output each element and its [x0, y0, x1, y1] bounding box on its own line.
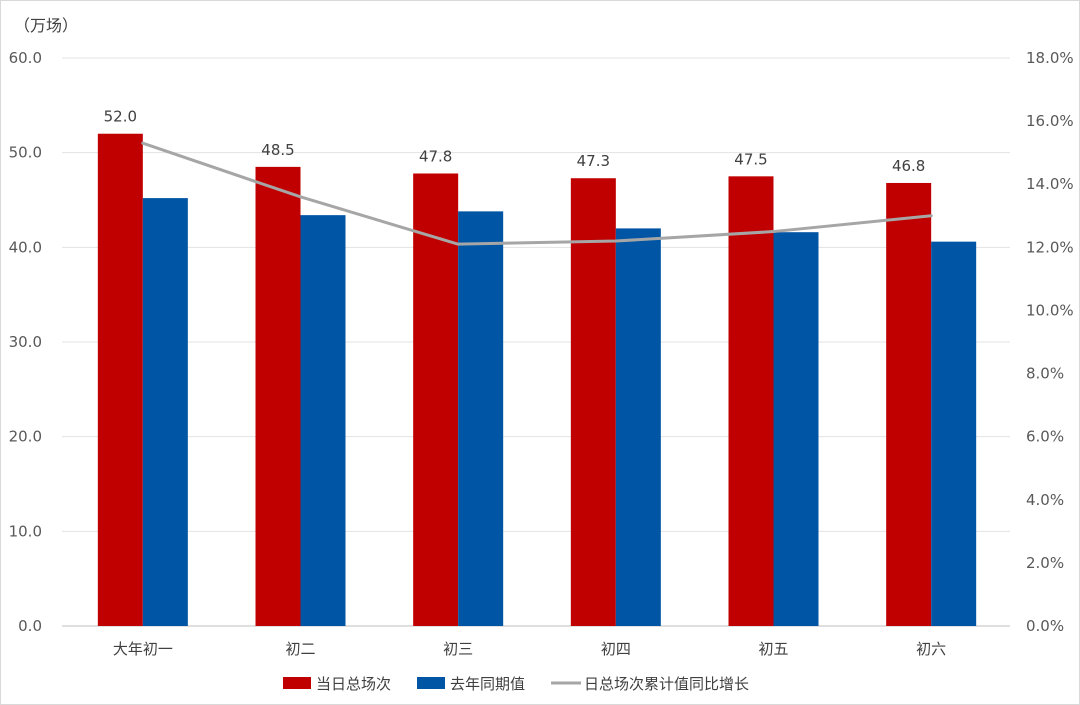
category-label: 大年初一: [113, 640, 173, 658]
bar-data-label: 47.3: [577, 152, 610, 170]
category-label: 初四: [601, 640, 631, 658]
growth-line: [141, 141, 933, 246]
growth-point: [772, 230, 775, 234]
left-tick-label: 20.0: [9, 428, 42, 446]
right-tick-label: 4.0%: [1026, 491, 1064, 509]
bar-current: [413, 173, 459, 626]
bar-current: [570, 178, 616, 626]
bar-data-label: 47.5: [734, 150, 767, 168]
legend-label: 去年同期值: [450, 675, 525, 693]
right-tick-label: 14.0%: [1026, 175, 1074, 193]
bar-current: [97, 133, 143, 626]
right-tick-label: 6.0%: [1026, 428, 1064, 446]
right-tick-label: 8.0%: [1026, 365, 1064, 383]
bar-current: [255, 166, 301, 626]
right-tick-label: 10.0%: [1026, 301, 1074, 319]
legend-swatch: [417, 677, 446, 689]
bar-current: [886, 182, 932, 626]
category-label: 初三: [443, 640, 473, 658]
left-tick-label: 40.0: [9, 238, 42, 256]
right-tick-label: 2.0%: [1026, 554, 1064, 572]
left-tick-label: 60.0: [9, 49, 42, 67]
category-label: 初二: [285, 640, 315, 658]
left-tick-label: 10.0: [9, 522, 42, 540]
growth-point: [299, 195, 302, 199]
left-tick-label: 50.0: [9, 144, 42, 162]
legend-label: 日总场次累计值同比增长: [584, 675, 749, 693]
unit-label: （万场）: [14, 16, 78, 35]
bar-last-year: [458, 211, 504, 627]
bar-data-label: 48.5: [261, 141, 294, 159]
bar-data-label: 52.0: [104, 108, 137, 126]
bar-data-label: 46.8: [892, 157, 925, 175]
left-tick-label: 30.0: [9, 333, 42, 351]
growth-point: [929, 214, 933, 218]
bar-last-year: [615, 228, 661, 626]
left-tick-label: 0.0: [18, 617, 42, 635]
right-tick-label: 16.0%: [1026, 112, 1074, 130]
bar-data-label: 47.8: [419, 147, 452, 165]
bar-last-year: [300, 215, 346, 626]
right-tick-label: 12.0%: [1026, 238, 1074, 256]
bar-last-year: [773, 232, 819, 627]
bar-last-year: [931, 241, 977, 627]
category-label: 初六: [916, 640, 946, 658]
legend-label: 当日总场次: [316, 675, 391, 693]
right-tick-label: 18.0%: [1026, 49, 1074, 67]
growth-point: [141, 141, 145, 145]
bar-last-year: [142, 198, 188, 626]
bar-current: [728, 176, 774, 627]
right-tick-label: 0.0%: [1026, 617, 1064, 635]
growth-point: [614, 239, 618, 243]
category-label: 初五: [758, 640, 788, 658]
growth-point: [456, 242, 460, 246]
legend-swatch: [283, 677, 311, 689]
